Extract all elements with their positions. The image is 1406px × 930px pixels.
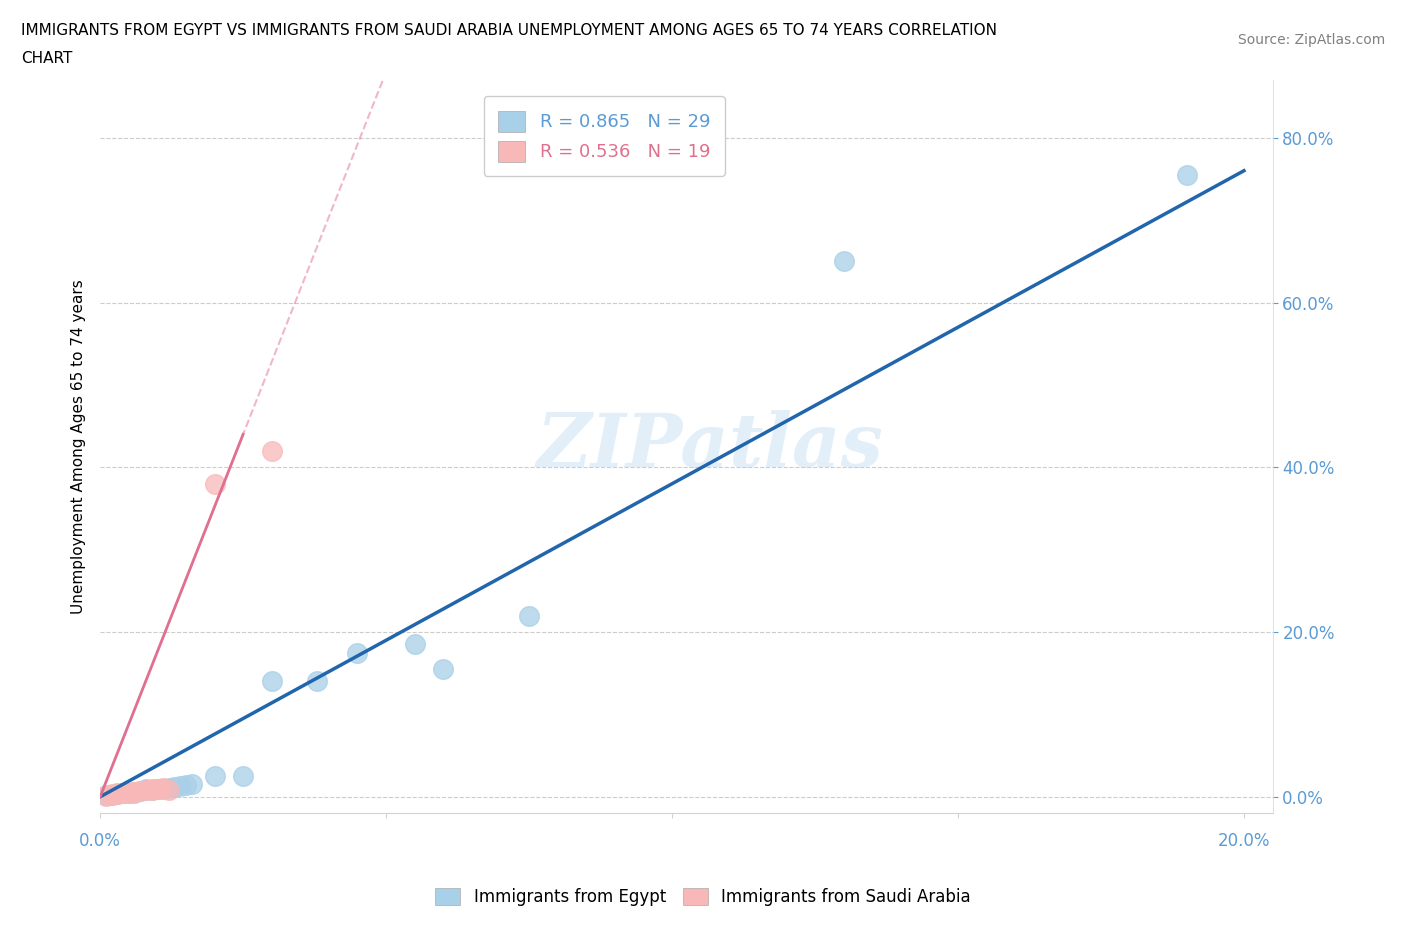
Point [157,783,180,798]
Point [307,674,329,689]
Point [111,786,134,801]
Point [111,785,134,800]
Point [204,769,226,784]
Point [146,781,169,796]
Point [1175,167,1198,182]
Point [260,444,283,458]
Point [152,780,174,795]
Legend: Immigrants from Egypt, Immigrants from Saudi Arabia: Immigrants from Egypt, Immigrants from S… [429,881,977,912]
Point [163,779,186,794]
Point [404,637,426,652]
Point [129,784,152,799]
Text: ZIPatlas: ZIPatlas [536,410,883,483]
Point [146,781,169,796]
Text: IMMIGRANTS FROM EGYPT VS IMMIGRANTS FROM SAUDI ARABIA UNEMPLOYMENT AMONG AGES 65: IMMIGRANTS FROM EGYPT VS IMMIGRANTS FROM… [21,23,997,38]
Point [260,674,283,689]
Point [118,785,141,800]
Point [124,784,146,799]
Point [129,784,152,799]
Point [141,783,163,798]
Point [105,786,128,801]
Point [157,780,180,795]
Legend: R = 0.865   N = 29, R = 0.536   N = 19: R = 0.865 N = 29, R = 0.536 N = 19 [484,97,724,176]
Point [111,786,134,801]
Point [152,781,174,796]
Point [118,785,141,800]
Point [135,783,157,798]
Point [169,778,191,793]
Text: 0.0%: 0.0% [79,831,121,849]
Point [204,476,226,491]
Point [146,781,169,796]
Text: CHART: CHART [21,51,73,66]
Point [100,788,122,803]
Point [100,788,122,803]
Point [105,787,128,802]
Point [174,777,197,792]
Point [135,782,157,797]
Point [94,789,117,804]
Point [94,788,117,803]
Point [517,608,540,623]
Point [100,787,122,802]
Text: Source: ZipAtlas.com: Source: ZipAtlas.com [1237,33,1385,46]
Point [124,784,146,799]
Point [141,783,163,798]
Point [832,254,855,269]
Point [105,787,128,802]
Point [135,783,157,798]
Text: 20.0%: 20.0% [1218,831,1270,849]
Point [141,782,163,797]
Point [180,777,202,791]
Point [232,769,254,784]
Point [432,661,454,676]
Point [346,645,368,660]
Point [124,784,146,799]
Y-axis label: Unemployment Among Ages 65 to 74 years: Unemployment Among Ages 65 to 74 years [72,279,86,614]
Point [124,785,146,800]
